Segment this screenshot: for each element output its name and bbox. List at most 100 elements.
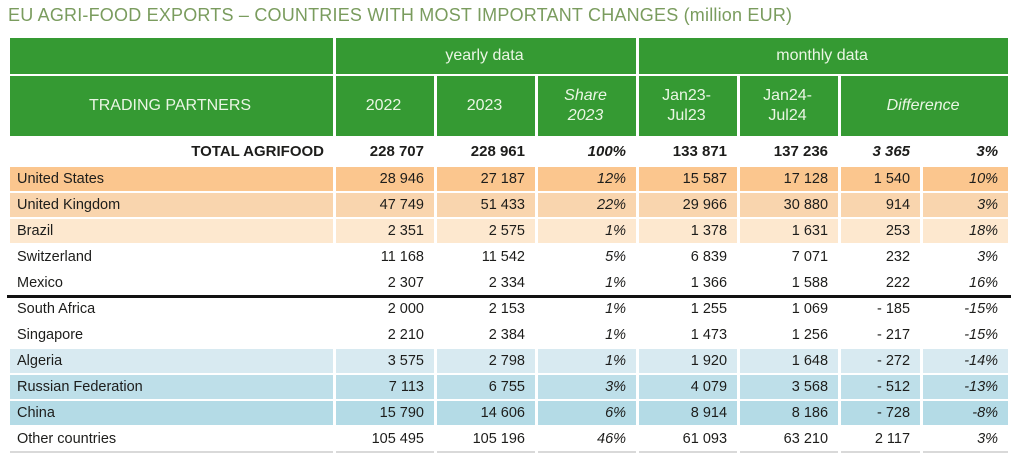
cell-difference: - 728: [838, 399, 924, 427]
cell-jan23-jul23: 8 914: [636, 399, 741, 427]
cell-jan23-jul23: 15 587: [636, 165, 741, 193]
cell-jan24-jul24: 1 648: [737, 347, 842, 375]
cell-jan23-jul23: 6 839: [636, 243, 741, 271]
col-header-share-2023: Share 2023: [534, 74, 640, 138]
cell-difference-pct: 3%: [920, 136, 1012, 167]
cell-jan24-jul24: 1 588: [737, 269, 842, 298]
corner-cell: [7, 36, 336, 76]
cell-difference-pct: -15%: [920, 295, 1012, 323]
cell-2023: 6 755: [434, 373, 538, 401]
row-label: Algeria: [7, 347, 336, 375]
row-label: Russian Federation: [7, 373, 336, 401]
group-header-row: yearly data monthly data: [7, 36, 1012, 76]
row-label: Singapore: [7, 321, 336, 349]
cell-difference-pct: -13%: [920, 373, 1012, 401]
cell-2023: 2 153: [434, 295, 538, 323]
cell-share-2023: 3%: [534, 373, 640, 401]
cell-jan24-jul24: 137 236: [737, 136, 842, 167]
cell-2022: 28 946: [333, 165, 437, 193]
cell-jan23-jul23: 29 966: [636, 191, 741, 219]
cell-2022: 15 790: [333, 399, 437, 427]
cell-share-2023: 12%: [534, 165, 640, 193]
cell-jan24-jul24: 30 880: [737, 191, 842, 219]
cell-share-2023: 1%: [534, 321, 640, 349]
cell-share-2023: 1%: [534, 347, 640, 375]
cell-jan23-jul23: 61 093: [636, 425, 741, 453]
cell-jan24-jul24: 1 069: [737, 295, 842, 323]
cell-jan24-jul24: 3 568: [737, 373, 842, 401]
cell-difference: 253: [838, 217, 924, 245]
table-row-brazil: Brazil 2 351 2 575 1% 1 378 1 631 253 18…: [7, 217, 1012, 245]
cell-share-2023: 1%: [534, 295, 640, 323]
cell-difference: - 217: [838, 321, 924, 349]
cell-2022: 7 113: [333, 373, 437, 401]
group-header-yearly: yearly data: [332, 36, 640, 76]
table-row-total-agrifood: TOTAL AGRIFOOD 228 707 228 961 100% 133 …: [7, 136, 1012, 167]
row-label: China: [7, 399, 336, 427]
row-label: Mexico: [7, 269, 336, 298]
row-label: Switzerland: [7, 243, 336, 271]
table-row-singapore: Singapore 2 210 2 384 1% 1 473 1 256 - 2…: [7, 321, 1012, 349]
cell-jan24-jul24: 17 128: [737, 165, 842, 193]
cell-2022: 47 749: [333, 191, 437, 219]
cell-difference-pct: 10%: [920, 165, 1012, 193]
table-row-other-countries: Other countries 105 495 105 196 46% 61 0…: [7, 425, 1012, 453]
table-row-switzerland: Switzerland 11 168 11 542 5% 6 839 7 071…: [7, 243, 1012, 271]
cell-2023: 11 542: [434, 243, 538, 271]
cell-jan24-jul24: 7 071: [737, 243, 842, 271]
col-header-2022: 2022: [333, 74, 437, 138]
row-label: Brazil: [7, 217, 336, 245]
cell-jan23-jul23: 1 473: [636, 321, 741, 349]
table-row-russian-federation: Russian Federation 7 113 6 755 3% 4 079 …: [7, 373, 1012, 401]
cell-difference-pct: -8%: [920, 399, 1012, 427]
cell-difference-pct: 3%: [920, 243, 1012, 271]
table-row-mexico: Mexico 2 307 2 334 1% 1 366 1 588 222 16…: [7, 269, 1012, 298]
cell-difference: 232: [838, 243, 924, 271]
col-header-difference: Difference: [838, 74, 1012, 138]
row-label: TOTAL AGRIFOOD: [7, 136, 336, 167]
table-row-united-states: United States 28 946 27 187 12% 15 587 1…: [7, 165, 1012, 193]
cell-difference: 3 365: [838, 136, 924, 167]
cell-jan23-jul23: 1 378: [636, 217, 741, 245]
row-label: United Kingdom: [7, 191, 336, 219]
group-header-monthly: monthly data: [636, 36, 1012, 76]
cell-jan24-jul24: 8 186: [737, 399, 842, 427]
cell-difference: 1 540: [838, 165, 924, 193]
cell-share-2023: 5%: [534, 243, 640, 271]
table-row-china: China 15 790 14 606 6% 8 914 8 186 - 728…: [7, 399, 1012, 427]
cell-jan23-jul23: 1 366: [636, 269, 741, 298]
cell-difference-pct: 18%: [920, 217, 1012, 245]
cell-jan24-jul24: 1 256: [737, 321, 842, 349]
cell-difference: - 185: [838, 295, 924, 323]
cell-jan23-jul23: 4 079: [636, 373, 741, 401]
table-row-algeria: Algeria 3 575 2 798 1% 1 920 1 648 - 272…: [7, 347, 1012, 375]
col-header-jan23-jul23: Jan23- Jul23: [636, 74, 741, 138]
cell-difference: - 272: [838, 347, 924, 375]
cell-difference: 222: [838, 269, 924, 298]
cell-difference: 2 117: [838, 425, 924, 453]
row-label: Other countries: [7, 425, 336, 453]
cell-share-2023: 100%: [534, 136, 640, 167]
cell-2022: 2 307: [333, 269, 437, 298]
cell-difference: 914: [838, 191, 924, 219]
cell-difference-pct: 16%: [920, 269, 1012, 298]
cell-share-2023: 1%: [534, 269, 640, 298]
row-label: South Africa: [7, 295, 336, 323]
cell-jan24-jul24: 63 210: [737, 425, 842, 453]
table-row-united-kingdom: United Kingdom 47 749 51 433 22% 29 966 …: [7, 191, 1012, 219]
page-title: EU AGRI-FOOD EXPORTS – COUNTRIES WITH MO…: [8, 5, 793, 25]
cell-2022: 2 000: [333, 295, 437, 323]
cell-share-2023: 46%: [534, 425, 640, 453]
cell-difference-pct: -15%: [920, 321, 1012, 349]
cell-share-2023: 6%: [534, 399, 640, 427]
row-label: United States: [7, 165, 336, 193]
table-row-south-africa: South Africa 2 000 2 153 1% 1 255 1 069 …: [7, 295, 1012, 323]
cell-difference-pct: 3%: [920, 191, 1012, 219]
cell-share-2023: 22%: [534, 191, 640, 219]
cell-difference-pct: -14%: [920, 347, 1012, 375]
cell-jan23-jul23: 1 255: [636, 295, 741, 323]
cell-jan23-jul23: 1 920: [636, 347, 741, 375]
col-header-2023: 2023: [434, 74, 538, 138]
cell-2022: 228 707: [333, 136, 437, 167]
